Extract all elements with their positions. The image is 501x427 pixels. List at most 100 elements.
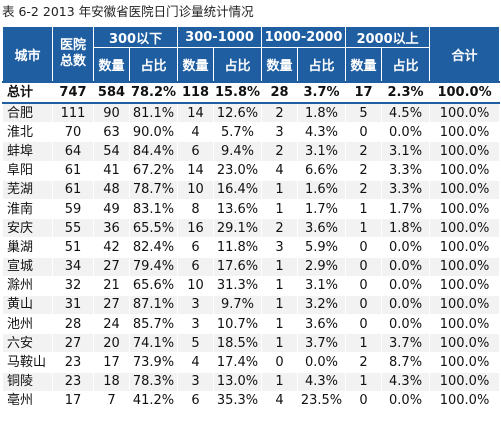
table-row: 宣城 34 27 79.4% 6 17.6% 1 2.9% 0 0.0% 100.0% (2, 256, 501, 277)
table-row: 池州 28 24 85.7% 3 10.7% 1 3.6% 0 0.0% 100.0% (2, 314, 501, 335)
cell-hospitals: 17 (52, 390, 94, 412)
header-hospital-total: 医院 总数 (52, 26, 94, 83)
header-hospital-total-text: 医院 总数 (59, 38, 86, 69)
cell-hospitals: 55 (52, 218, 94, 239)
cell-g3-count: 4 (261, 160, 299, 181)
cell-city: 阜阳 (2, 160, 53, 181)
cell-g2-count: 4 (177, 122, 215, 143)
cell-city: 池州 (2, 314, 53, 335)
cell-g1-ratio: 85.7% (128, 314, 179, 335)
cell-sum: 100.0% (429, 160, 501, 181)
cell-g1-count: 36 (93, 218, 130, 239)
cell-g4-ratio: 3.3% (381, 179, 431, 200)
cell-g2-count: 14 (177, 102, 215, 124)
total-label: 总计 (2, 81, 53, 104)
header-city: 城市 (2, 26, 53, 83)
cell-g2-ratio: 12.6% (213, 102, 263, 124)
header-ratio: 占比 (381, 47, 431, 83)
cell-sum: 100.0% (429, 314, 501, 335)
cell-g2-ratio: 23.0% (213, 160, 263, 181)
cell-g4-count: 1 (345, 218, 383, 239)
header-ratio: 占比 (213, 47, 263, 83)
cell-g3-ratio: 4.3% (297, 122, 347, 143)
cell-city: 蚌埠 (2, 141, 53, 162)
cell-g4-count: 1 (345, 198, 383, 220)
cell-g3-ratio: 3.2% (297, 294, 347, 316)
data-table: 城市 医院 总数 300以下 300-1000 1000-2000 2000以上 … (2, 26, 501, 412)
cell-g2-ratio: 17.4% (213, 352, 263, 373)
cell-g3-count: 1 (261, 371, 299, 392)
cell-g1-count: 7 (93, 390, 130, 412)
header-row-subcolumns: 数量 占比 数量 占比 数量 占比 数量 占比 (3, 47, 500, 83)
cell-g3-count: 2 (261, 102, 299, 124)
header-group-under-300: 300以下 (92, 26, 179, 48)
cell-hospitals: 70 (52, 122, 94, 143)
cell-g3-count: 4 (261, 390, 299, 412)
cell-g4-count: 2 (345, 141, 383, 162)
cell-g2-count: 6 (177, 256, 215, 277)
cell-g1-ratio: 73.9% (128, 352, 179, 373)
cell-g2-count: 10 (177, 179, 215, 200)
cell-hospitals: 61 (52, 179, 94, 200)
cell-g2-ratio: 16.4% (213, 179, 263, 200)
cell-g4-ratio: 8.7% (381, 352, 431, 373)
cell-g1-count: 27 (93, 294, 130, 316)
table-row: 滁州 32 21 65.6% 10 31.3% 1 3.1% 0 0.0% 100.0% (2, 275, 501, 296)
cell-g1-ratio: 74.1% (128, 333, 179, 354)
cell-g3-ratio: 2.9% (297, 256, 347, 277)
table-caption: 表 6-2 2013 年安徽省医院日门诊量统计情况 (2, 4, 254, 19)
cell-g4-ratio: 0.0% (381, 390, 431, 412)
cell-g2-ratio: 13.6% (213, 198, 263, 220)
cell-g1-count: 17 (93, 352, 130, 373)
total-g3-count: 28 (261, 81, 299, 104)
total-g2-ratio: 15.8% (213, 81, 263, 104)
header-row-groups: 城市 医院 总数 300以下 300-1000 1000-2000 2000以上 … (2, 26, 501, 83)
table-row: 亳州 17 7 41.2% 6 35.3% 4 23.5% 0 0.0% 100.0% (2, 390, 501, 412)
cell-city: 安庆 (2, 218, 53, 239)
header-group-over-2000: 2000以上 (345, 26, 431, 48)
cell-g3-ratio: 3.1% (297, 275, 347, 296)
table-row: 黄山 31 27 87.1% 3 9.7% 1 3.2% 0 0.0% 100.0% (2, 294, 501, 316)
cell-g3-ratio: 0.0% (297, 352, 347, 373)
cell-g1-count: 21 (93, 275, 130, 296)
cell-g4-ratio: 0.0% (381, 237, 431, 258)
cell-sum: 100.0% (429, 275, 501, 296)
cell-g1-ratio: 41.2% (128, 390, 179, 412)
cell-g1-ratio: 84.4% (128, 141, 179, 162)
table-row: 铜陵 23 18 78.3% 3 13.0% 1 4.3% 1 4.3% 100.0% (2, 371, 501, 392)
cell-g2-ratio: 5.7% (213, 122, 263, 143)
cell-sum: 100.0% (429, 237, 501, 258)
header-ratio: 占比 (128, 47, 179, 83)
cell-g1-ratio: 87.1% (128, 294, 179, 316)
cell-city: 合肥 (2, 102, 53, 124)
cell-g4-ratio: 0.0% (381, 256, 431, 277)
header-count: 数量 (177, 47, 215, 83)
cell-city: 铜陵 (2, 371, 53, 392)
cell-g1-count: 63 (93, 122, 130, 143)
cell-hospitals: 31 (52, 294, 94, 316)
cell-g1-ratio: 65.5% (128, 218, 179, 239)
cell-g4-count: 0 (345, 390, 383, 412)
cell-g3-count: 2 (261, 141, 299, 162)
cell-g2-count: 8 (177, 198, 215, 220)
cell-g3-ratio: 23.5% (297, 390, 347, 412)
table-row: 安庆 55 36 65.5% 16 29.1% 2 3.6% 1 1.8% 100.0% (2, 218, 501, 239)
cell-g2-ratio: 18.5% (213, 333, 263, 354)
cell-hospitals: 32 (52, 275, 94, 296)
cell-g3-ratio: 3.6% (297, 218, 347, 239)
cell-g4-count: 5 (345, 102, 383, 124)
cell-g1-count: 27 (93, 256, 130, 277)
cell-g3-ratio: 3.6% (297, 314, 347, 335)
cell-g2-count: 4 (177, 352, 215, 373)
cell-hospitals: 34 (52, 256, 94, 277)
header-count: 数量 (93, 47, 130, 83)
cell-city: 滁州 (2, 275, 53, 296)
cell-g3-count: 1 (261, 294, 299, 316)
cell-hospitals: 64 (52, 141, 94, 162)
total-g4-count: 17 (345, 81, 383, 104)
cell-g3-count: 3 (261, 122, 299, 143)
total-g1-count: 584 (93, 81, 130, 104)
header-count: 数量 (261, 47, 299, 83)
cell-g4-count: 0 (345, 237, 383, 258)
cell-g2-ratio: 35.3% (213, 390, 263, 412)
